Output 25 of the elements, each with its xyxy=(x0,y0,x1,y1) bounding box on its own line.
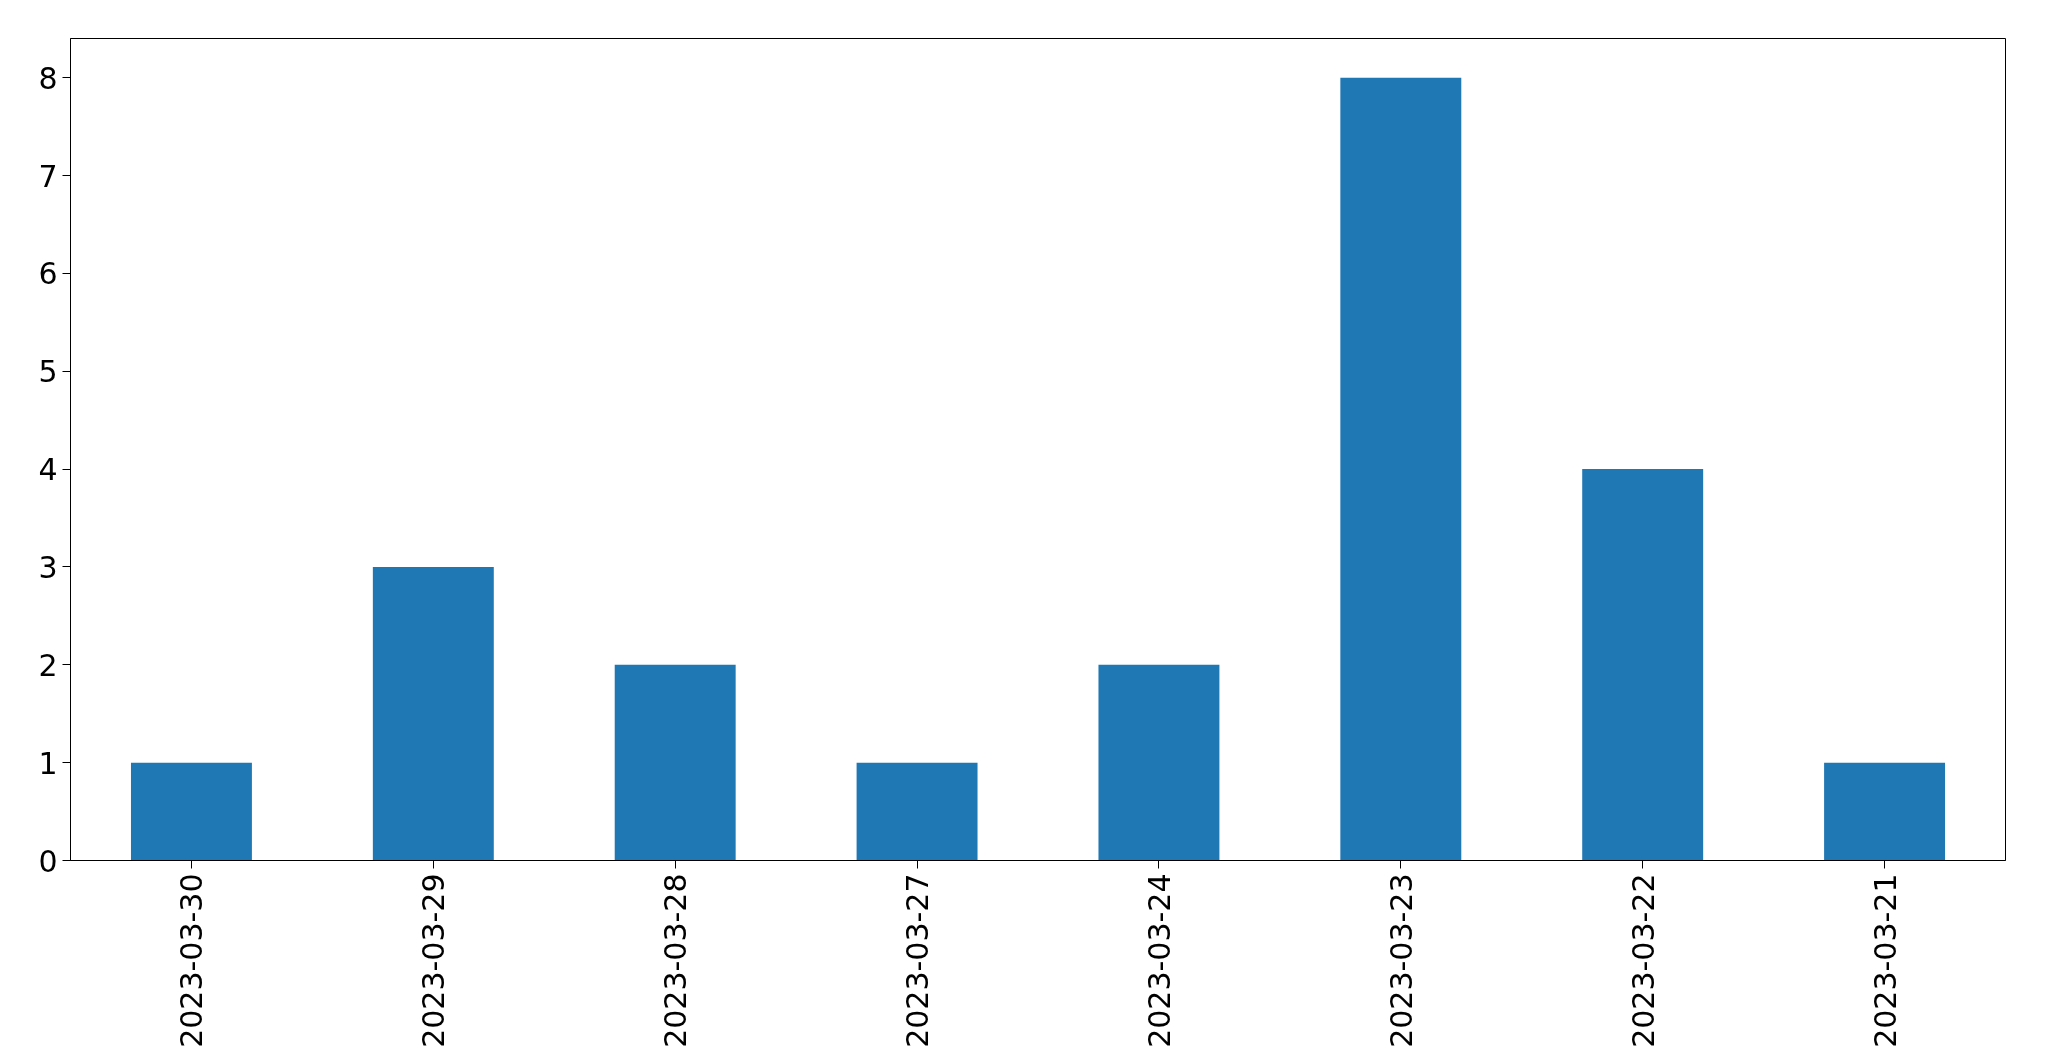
x-tick-label: 2023-03-24 xyxy=(1141,873,1177,1048)
y-tick-label: 2 xyxy=(38,647,58,683)
bar xyxy=(856,762,978,861)
bar xyxy=(1340,77,1462,861)
y-tick-label: 7 xyxy=(38,158,58,194)
x-tick-label: 2023-03-21 xyxy=(1867,873,1903,1048)
y-tick-label: 0 xyxy=(38,843,58,879)
y-tick-label: 3 xyxy=(38,549,58,585)
x-tick-label: 2023-03-23 xyxy=(1383,873,1419,1048)
y-tick-label: 4 xyxy=(38,452,58,488)
x-tick-label: 2023-03-22 xyxy=(1625,873,1661,1048)
bar xyxy=(372,566,494,861)
x-tick-label: 2023-03-29 xyxy=(416,873,452,1048)
y-tick-label: 5 xyxy=(38,354,58,390)
bar xyxy=(1582,469,1704,861)
y-tick-label: 8 xyxy=(38,60,58,96)
x-tick-label: 2023-03-28 xyxy=(658,873,694,1048)
bar xyxy=(614,664,736,861)
x-tick-label: 2023-03-27 xyxy=(900,873,936,1048)
bar xyxy=(130,762,252,861)
y-tick-label: 1 xyxy=(38,745,58,781)
y-tick-label: 6 xyxy=(38,256,58,292)
x-tick-label: 2023-03-30 xyxy=(174,873,210,1048)
bar xyxy=(1098,664,1220,861)
bar xyxy=(1824,762,1946,861)
